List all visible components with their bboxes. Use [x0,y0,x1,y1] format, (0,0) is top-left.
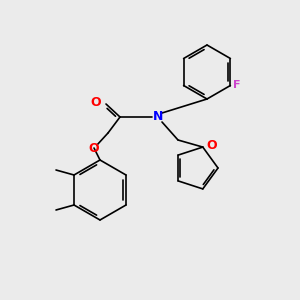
Text: F: F [233,80,241,91]
Text: O: O [207,139,218,152]
Text: N: N [153,110,163,124]
Text: O: O [89,142,99,154]
Text: O: O [90,95,101,109]
